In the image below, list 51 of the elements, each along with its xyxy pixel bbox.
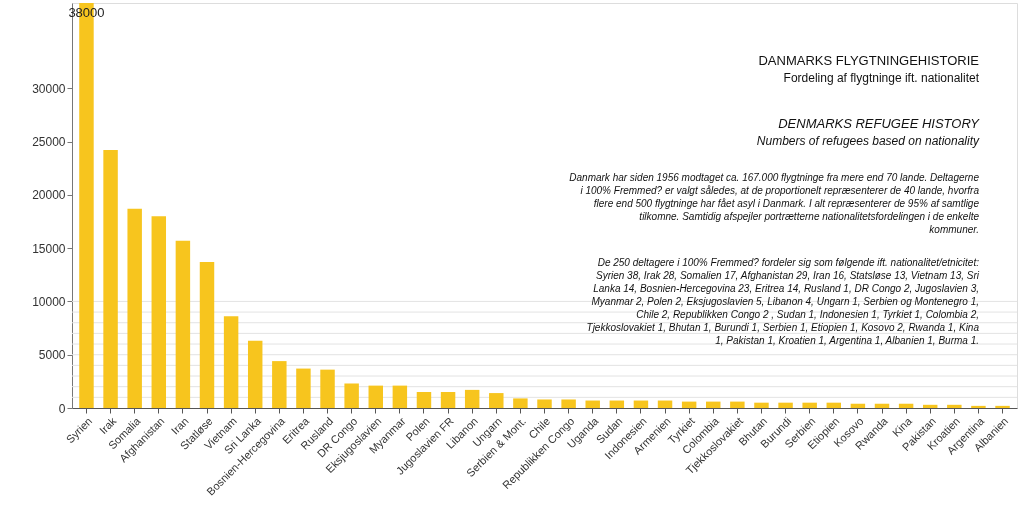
bar <box>802 402 817 408</box>
annotation: Danmark har siden 1956 modtaget ca. 167.000 flygtninge fra mere end 70 lande. Deltagerne i 100% Fremmed? er valgt således, at de proportionelt repræsenterer de 40 lande, hvorfra flere end 500 flygtninge har fået asyl i Danmark. I alt repræsenterer de 95% af samtlige tilkomne. Samtidig afspejler portrætterne nationalitetsfordelingen i de enkelte kommuner. <box>569 172 980 235</box>
bar <box>898 403 914 408</box>
bar <box>199 261 215 408</box>
bar <box>513 398 528 408</box>
bar <box>826 402 842 408</box>
bar <box>296 368 311 408</box>
y-tick-label: 0 <box>58 401 66 416</box>
y-tick-label: 25000 <box>32 135 66 150</box>
bar <box>416 392 432 408</box>
bar <box>971 405 986 408</box>
y-tick-label: 20000 <box>32 188 66 203</box>
y-tick-label: 15000 <box>32 241 66 256</box>
bar <box>633 400 649 408</box>
bar <box>103 150 118 408</box>
bar <box>127 208 142 408</box>
bar <box>947 404 962 408</box>
bar <box>368 385 383 408</box>
bar <box>464 389 480 408</box>
bar <box>440 392 456 408</box>
bar <box>995 405 1010 408</box>
y-tick-label: 5000 <box>38 348 66 363</box>
bar <box>850 403 866 408</box>
bar <box>874 403 890 408</box>
bar <box>489 393 504 408</box>
bar <box>320 369 335 408</box>
bar <box>778 402 793 408</box>
bar <box>151 216 167 408</box>
y-tick-label: 30000 <box>32 81 66 96</box>
bar <box>730 401 745 408</box>
annotation: De 250 deltagere i 100% Fremmed? fordeler sig som følgende ift. nationalitet/etnicitet: Syrien 38, Irak 28, Somalien 17, Afghanistan 29, Iran 16, Statsløse 13, Vietnam 13, Sri Lanka 14, Bosnien-Hercegovina 23, Eritrea 14, Rusland 1, DR Congo 2, Jugoslavien 3, Myanmar 2, Polen 2, Eksjugoslavien 5, Libanon 4, Ungarn 1, Serbien og Montenegro 1, Chile 2, Republikken Congo 2 , Sudan 1, Indonesien 1, Tyrkiet 1, Colombia 2, Tjekkoslovakiet 1, Bhutan 1, Burundi 1, Serbien 1, Etiopien 1, Kosovo 2, Rwanda 1, Kina 1, Pakistan 1, Kroatien 1, Argentina 1, Albanien 1, Burma 1. <box>586 257 980 346</box>
bar <box>922 404 938 408</box>
annotation: DENMARKS REFUGEE HISTORY <box>778 116 981 131</box>
bar <box>175 240 191 408</box>
text: DANMARKS FLYGTNINGEHISTORIE <box>758 53 980 68</box>
text: Fordeling af flygtninge ift. nationalitet <box>783 71 980 85</box>
bar <box>609 400 625 408</box>
bar <box>657 400 673 408</box>
bar <box>344 383 359 408</box>
bar <box>223 316 239 408</box>
bar <box>681 401 697 408</box>
bar <box>537 399 552 408</box>
bar <box>561 399 576 408</box>
bar <box>272 361 287 408</box>
bar <box>585 400 600 408</box>
y-tick-label: 10000 <box>32 294 66 309</box>
bar <box>392 385 408 408</box>
bar <box>754 402 769 408</box>
bar <box>247 340 263 408</box>
annotation: Numbers of refugees based on nationality <box>756 134 980 148</box>
bar <box>706 401 721 408</box>
